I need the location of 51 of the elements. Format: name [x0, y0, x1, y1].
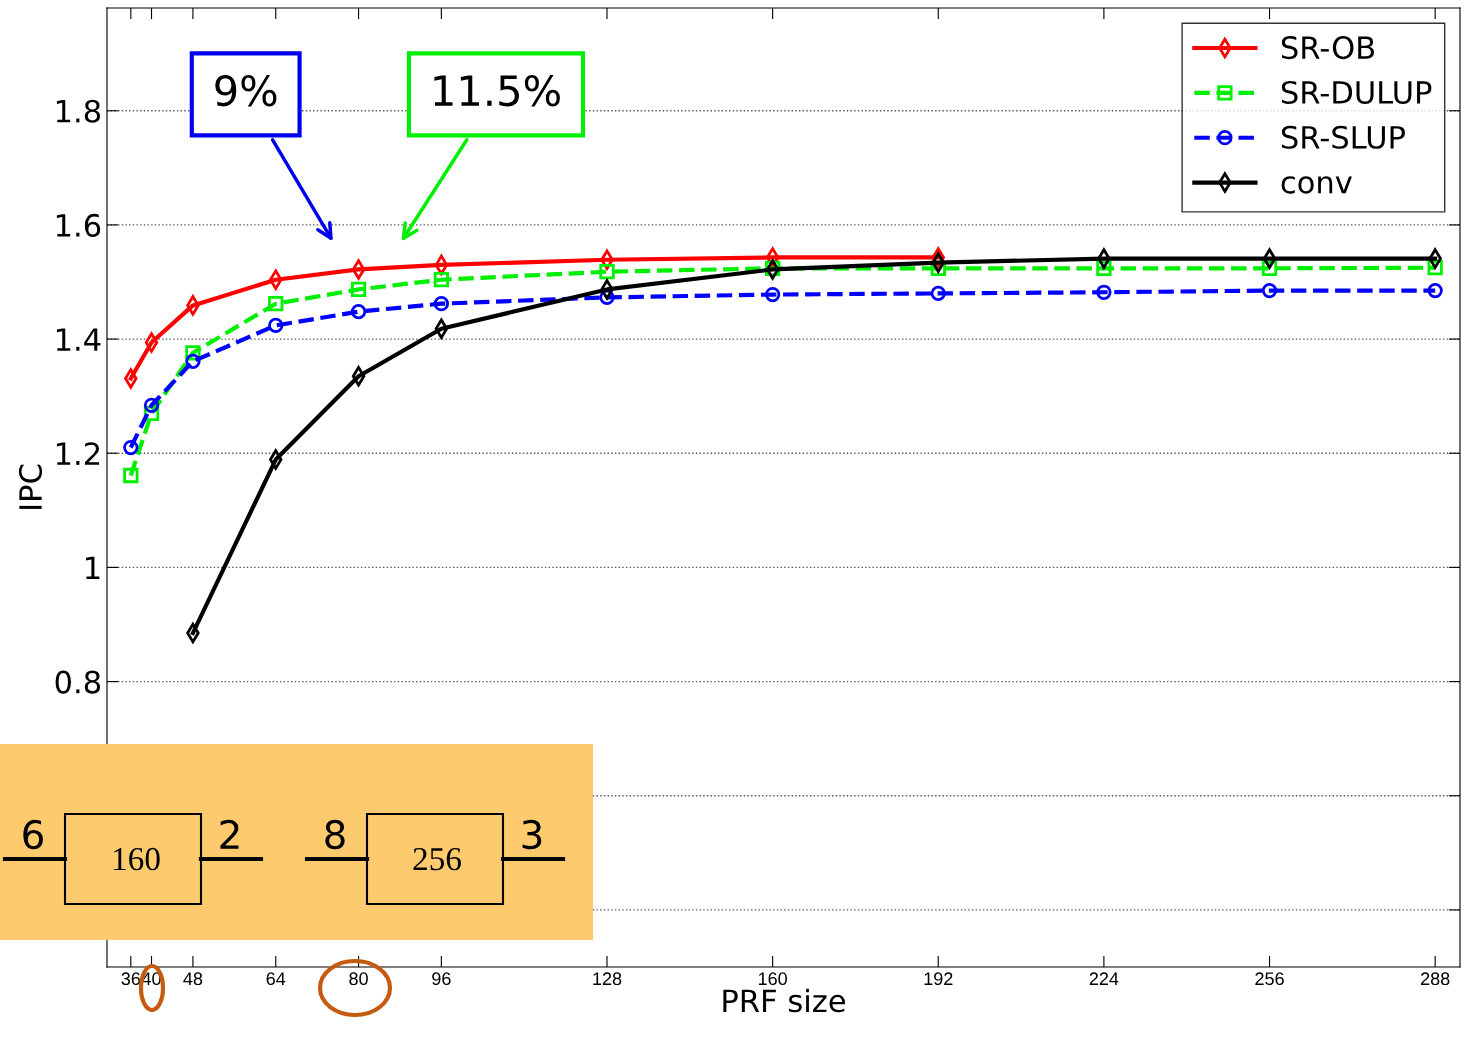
y-tick-label: 1.2 — [56, 442, 100, 465]
y-tick-label: 1.8 — [56, 99, 101, 123]
y-tick-label: 1.4 — [56, 328, 101, 351]
x-tick-label: 160 — [758, 972, 787, 986]
point — [185, 353, 201, 369]
point — [433, 272, 450, 288]
point — [123, 439, 139, 456]
x-tick-label: 224 — [1089, 972, 1119, 985]
point — [351, 259, 366, 280]
point — [1096, 284, 1112, 300]
point — [350, 304, 367, 320]
x-tick-label: 288 — [1421, 972, 1450, 986]
legend-label: SR-SLUP — [1281, 125, 1405, 149]
annotation: 9% — [215, 74, 277, 107]
point — [123, 467, 139, 484]
y-tick-label: 0.8 — [55, 670, 101, 694]
point — [1427, 282, 1443, 299]
point — [930, 285, 946, 302]
x-axis-title: PRF size — [723, 988, 845, 1013]
point — [765, 259, 780, 280]
point — [599, 264, 615, 280]
point — [143, 397, 160, 413]
y-axis-title: IPC — [18, 464, 43, 509]
annotation: 256 — [413, 847, 462, 871]
x-tick-label: 192 — [924, 972, 953, 986]
point — [350, 281, 367, 298]
point — [764, 286, 781, 303]
annotation: 3 — [522, 819, 542, 850]
legend-label: SR-OB — [1281, 36, 1375, 60]
x-tick-label: 256 — [1255, 972, 1284, 986]
x-tick-label: 80 — [349, 972, 368, 986]
point — [268, 317, 284, 334]
text: 6 — [23, 819, 43, 850]
annotation: 160 — [113, 847, 160, 871]
x-tick-label: 64 — [266, 972, 286, 986]
y-tick-label: 1 — [86, 556, 100, 580]
point — [268, 296, 284, 312]
point — [1261, 282, 1278, 299]
point — [433, 296, 450, 312]
x-tick-label: 48 — [183, 972, 203, 986]
x-tick-label: 36 — [121, 972, 141, 986]
legend-label: SR-DULUP — [1281, 80, 1432, 104]
point — [1262, 248, 1277, 269]
x-tick-label: 96 — [432, 972, 451, 986]
point — [144, 332, 159, 353]
x-tick-label: 128 — [593, 972, 622, 986]
legend-label: conv — [1281, 176, 1352, 194]
y-tick-label: 1.6 — [56, 213, 101, 237]
annotation: 8 — [325, 819, 345, 850]
annotation: 2 — [220, 819, 239, 849]
annotation: 11.5% — [434, 74, 560, 107]
